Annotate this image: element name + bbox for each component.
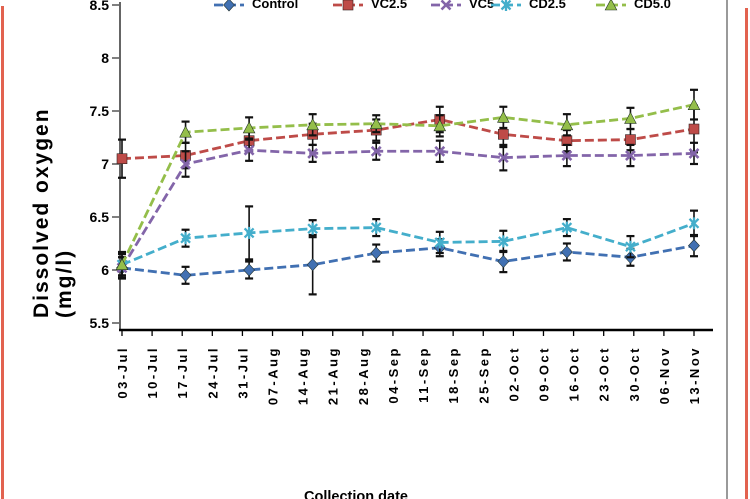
x-tick-label: 31-Jul [235,346,250,399]
series-line-cd5-0 [120,103,695,266]
data-point-marker-triangle-up [179,125,192,138]
x-tick-label: 17-Jul [175,346,190,399]
x-tick-label: 06-Nov [657,346,672,404]
x-tick-label: 07-Aug [266,346,281,405]
x-axis-title: Collection date [304,489,408,499]
data-point-marker-triangle-up [433,119,447,132]
data-point-marker-square [116,153,128,164]
series-control [116,233,700,296]
data-point-marker-square [498,129,509,140]
series-line-control [121,244,695,277]
data-point-marker-triangle-up [497,110,510,123]
x-tick-label: 11-Sep [416,346,431,403]
x-tick-label: 03-Jul [115,346,130,399]
data-point-marker-triangle-up [369,117,383,130]
x-tick-label: 14-Aug [296,346,311,405]
series-line-vc5 [120,148,695,269]
legend-entry-vc2-5: VC2.5 [333,0,407,11]
legend-entry-cd2-5: CD2.5 [491,0,566,11]
data-point-marker-diamond [306,258,319,272]
data-point-marker-triangle-up [624,111,637,124]
x-tick-label: 10-Jul [145,346,160,399]
y-tick-label: 5.5 [90,315,110,331]
series-vc5 [116,138,700,280]
axes: 8.5 8 7.5 7 6.5 6 5.5 03-Jul 10-Jul 17-Jul 24-Jul 3… [30,0,713,499]
data-point-marker-triangle-up [306,118,319,131]
data-point-marker-x [307,147,319,159]
x-tick-label: 25-Sep [476,346,491,404]
data-point-marker-x [561,150,573,161]
legend-entry-cd5-0: CD5.0 [596,0,671,11]
x-tick-label: 02-Oct [506,346,521,401]
y-axis-title-line1: Dissolved oxygen [30,107,53,318]
x-tick-label: 16-Oct [567,346,582,401]
y-tick-label: 6 [101,262,109,278]
series-cd5-0 [115,88,701,279]
data-point-marker-triangle-up [604,0,618,11]
data-point-marker-triangle-up [560,118,574,131]
x-tick-label: 13-Nov [687,346,702,404]
series-vc2-5 [116,104,700,179]
data-point-marker-diamond [560,245,573,259]
y-tick-label: 6.5 [90,209,110,225]
data-point-marker-square [688,123,700,135]
data-point-marker-x [370,145,382,157]
data-point-marker-x [434,145,446,157]
data-point-marker-diamond [497,255,510,268]
y-tick-label: 7.5 [90,103,110,119]
data-point-marker-x [440,0,452,11]
y-tick-label: 8.5 [90,0,110,13]
x-tick-label: 18-Sep [446,346,461,404]
legend-label: CD2.5 [529,0,566,11]
figure-border-left [1,6,4,499]
figure-border-right [745,8,748,499]
data-point-marker-x [688,147,700,159]
y-tick-label: 8 [101,50,109,66]
x-tick-label: 24-Jul [205,346,220,399]
y-tick-label: 7 [101,156,109,172]
legend-label: CD5.0 [634,0,671,11]
data-point-marker-square [625,134,636,145]
x-tick-label: 21-Aug [326,346,341,405]
data-point-marker-diamond [688,239,700,253]
data-point-marker-triangle-up [115,258,129,271]
legend-label: Control [252,0,298,11]
data-point-marker-x [497,152,509,164]
data-point-marker-triangle-up [242,121,256,134]
x-tick-label: 30-Oct [627,346,642,401]
data-point-marker-x [180,158,191,170]
data-point-marker-diamond [370,246,383,260]
figure-edge-line [726,0,728,499]
data-point-marker-x [243,144,255,156]
legend-entry-vc5: VC5 [431,0,494,11]
series-cd2-5 [116,205,700,277]
series-line-cd2-5 [121,222,695,266]
x-tick-label: 04-Sep [386,346,401,404]
data-point-marker-diamond [223,0,235,12]
legend-label: VC2.5 [371,0,407,11]
data-point-marker-diamond [243,263,256,277]
x-tick-label: 23-Oct [597,346,612,401]
data-point-marker-diamond [179,268,192,282]
x-tick-label: 28-Aug [356,346,371,405]
legend-label: VC5 [469,0,494,11]
data-point-marker-square [342,0,354,11]
legend-entry-control: Control [214,0,298,12]
y-axis-title-line2: (mg/l) [53,249,76,318]
data-point-marker-x [625,150,636,161]
data-point-marker-triangle-up [687,97,701,110]
x-tick-label: 09-Oct [536,346,551,401]
